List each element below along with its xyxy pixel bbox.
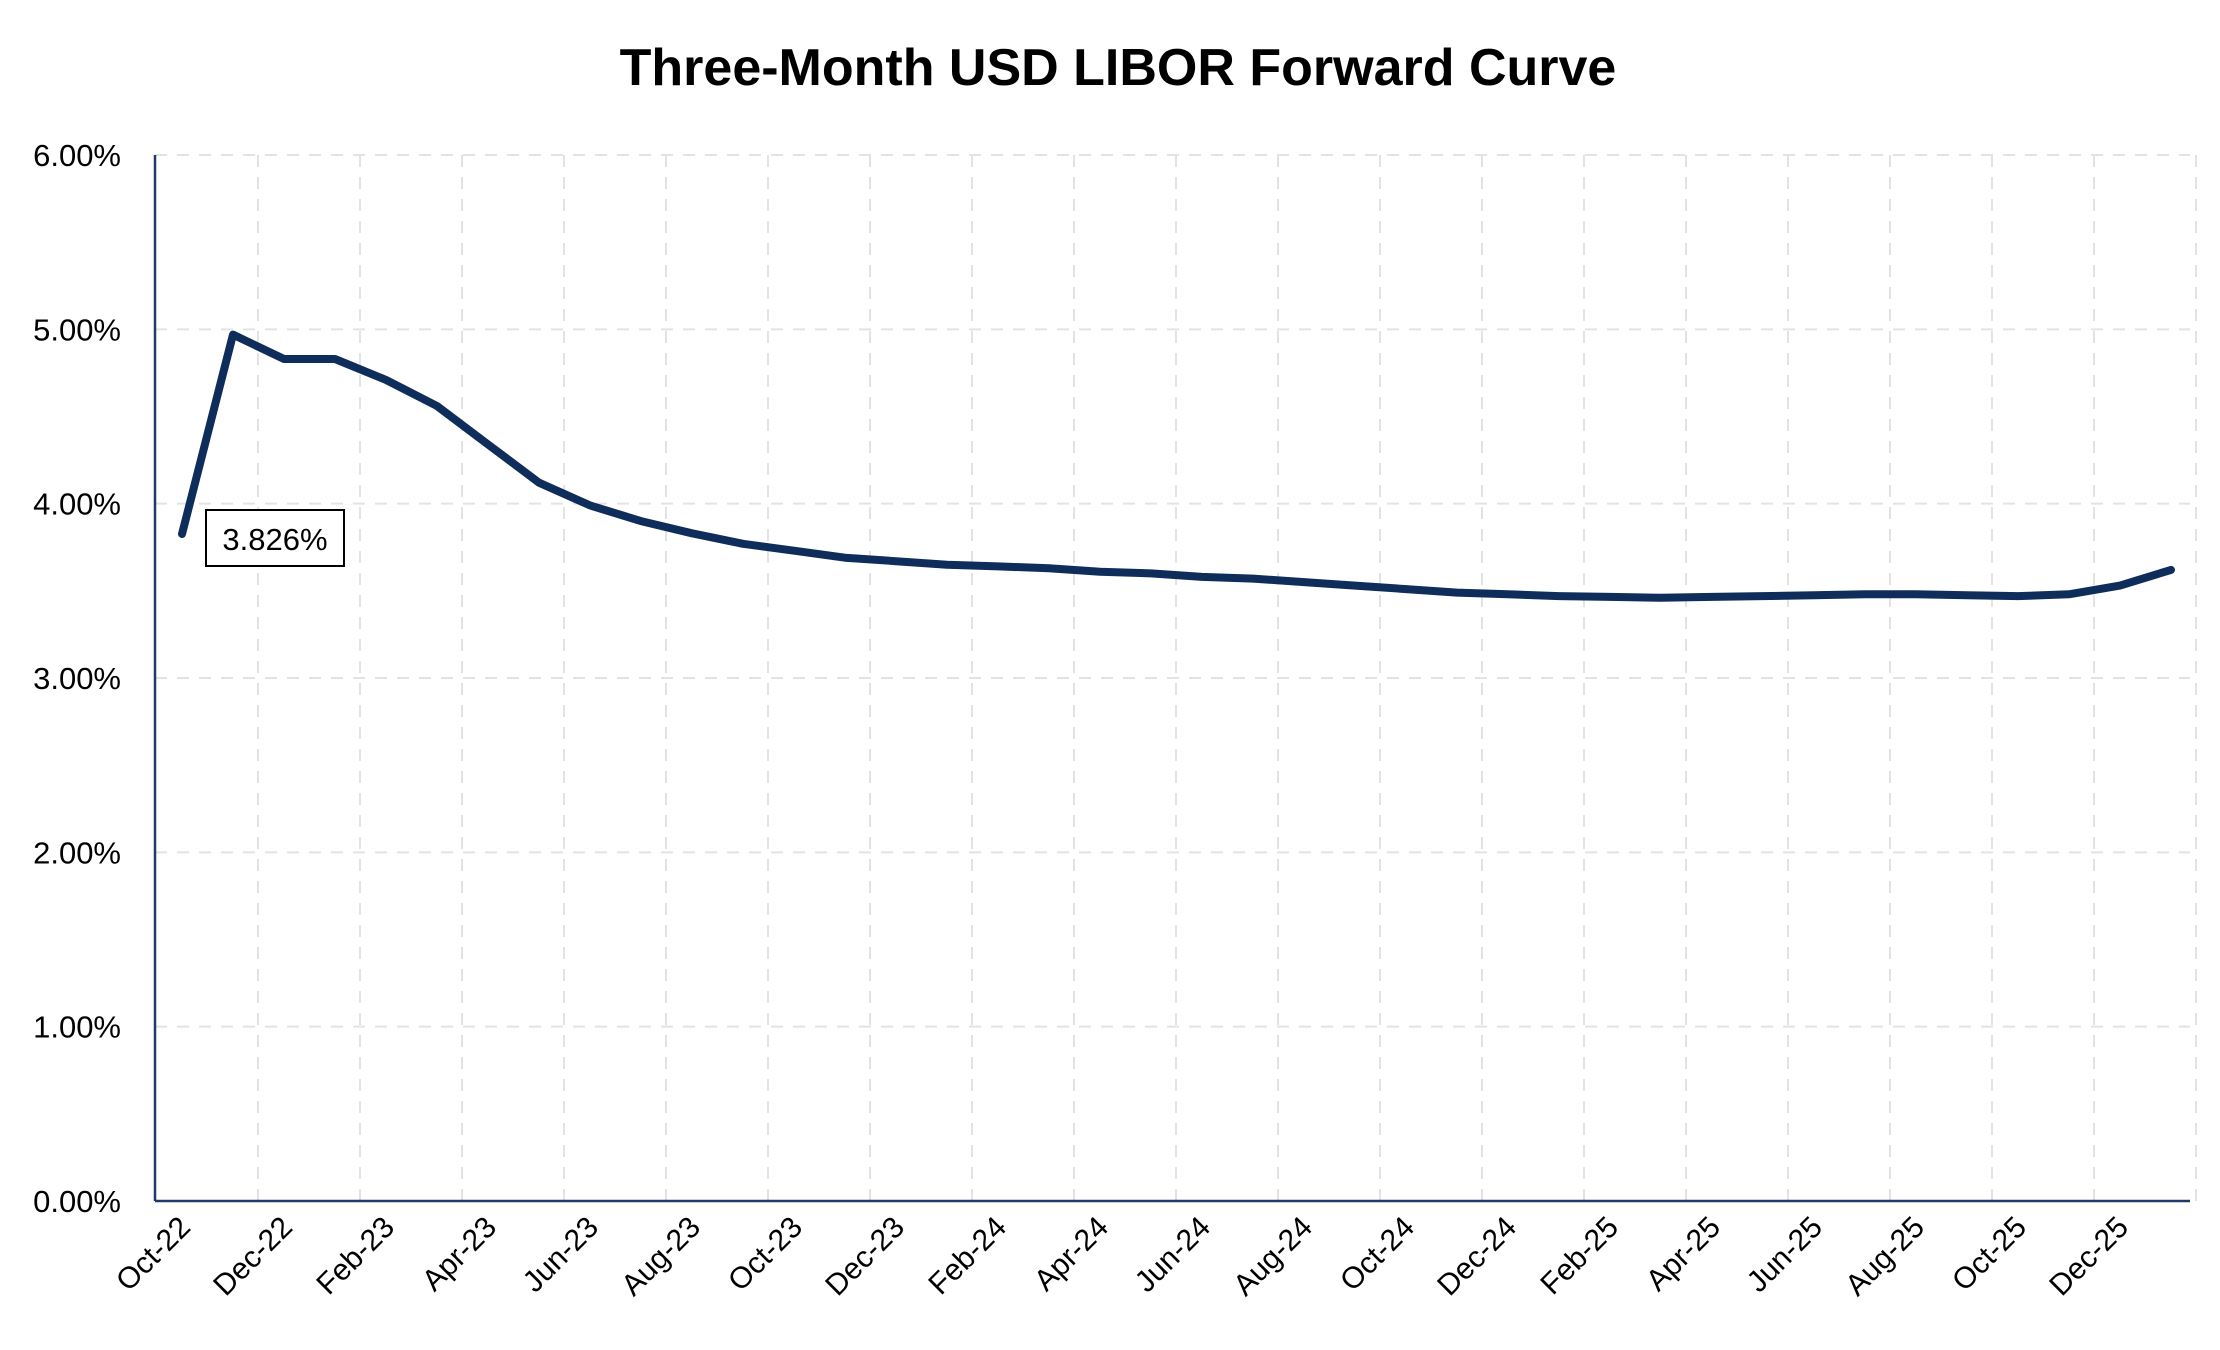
y-tick-label: 1.00% <box>33 1010 121 1045</box>
x-tick-label: Aug-23 <box>615 1211 707 1303</box>
x-tick-label: Jun-24 <box>1129 1211 1217 1299</box>
x-tick-label: Dec-22 <box>207 1211 299 1303</box>
x-tick-label: Oct-25 <box>1946 1211 2033 1298</box>
x-tick-label: Oct-23 <box>722 1211 809 1298</box>
series-layer <box>178 330 2175 602</box>
annotation-label: 3.826% <box>222 522 327 557</box>
x-tick-label: Jun-23 <box>517 1211 605 1299</box>
x-tick-label: Aug-25 <box>1839 1211 1931 1303</box>
x-tick-label: Feb-23 <box>310 1211 401 1302</box>
y-tick-label: 3.00% <box>33 661 121 696</box>
y-tick-label: 4.00% <box>33 487 121 522</box>
y-axis-ticks: 0.00% 1.00% 2.00% 3.00% 4.00% 5.00% 6.00% <box>33 138 121 1219</box>
axes <box>153 155 2190 1203</box>
y-tick-label: 2.00% <box>33 835 121 870</box>
chart-title: Three-Month USD LIBOR Forward Curve <box>620 39 1617 97</box>
x-tick-label: Apr-24 <box>1028 1211 1115 1298</box>
x-tick-label: Dec-24 <box>1431 1211 1523 1303</box>
annotations: 3.826% <box>205 509 345 567</box>
x-axis-ticks: Oct-22 Dec-22 Feb-23 Apr-23 Jun-23 Aug-23 Oct-… <box>110 1211 2135 1303</box>
gridlines <box>155 154 2197 1201</box>
x-tick-label: Apr-25 <box>1640 1211 1727 1298</box>
y-tick-label: 6.00% <box>33 138 121 173</box>
x-tick-label: Dec-25 <box>2043 1211 2135 1303</box>
y-tick-label: 0.00% <box>33 1184 121 1219</box>
x-tick-label: Apr-23 <box>416 1211 503 1298</box>
annotation-box <box>205 509 345 567</box>
y-tick-label: 5.00% <box>33 312 121 347</box>
forward-curve-line <box>178 330 2175 602</box>
x-tick-label: Feb-25 <box>1534 1211 1625 1302</box>
x-tick-label: Oct-24 <box>1334 1211 1421 1298</box>
x-tick-label: Dec-23 <box>819 1211 911 1303</box>
x-tick-label: Aug-24 <box>1227 1211 1319 1303</box>
x-tick-label: Jun-25 <box>1741 1211 1829 1299</box>
data-label-annotation: 3.826% <box>205 509 345 567</box>
x-tick-label: Oct-22 <box>110 1211 197 1298</box>
x-tick-label: Feb-24 <box>922 1211 1013 1302</box>
